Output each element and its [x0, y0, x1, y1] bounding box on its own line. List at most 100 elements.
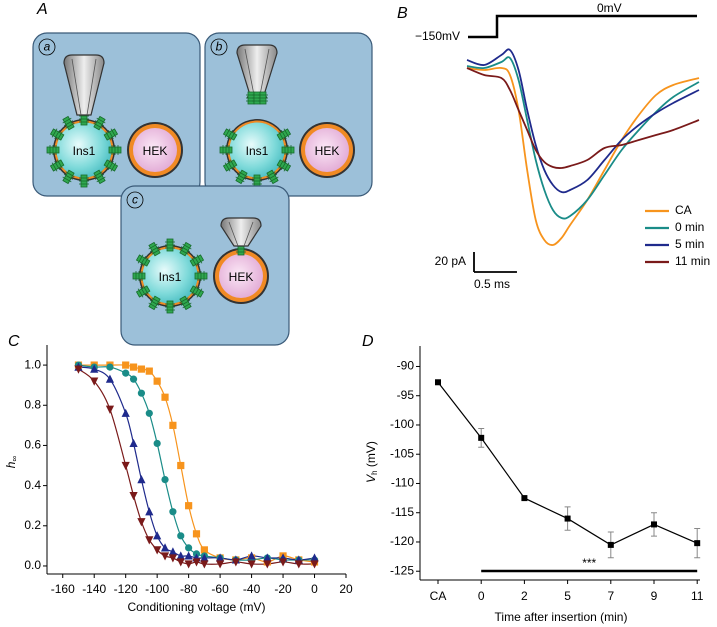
channel-stripe	[224, 162, 231, 172]
channel-stripe	[110, 128, 117, 138]
marker	[651, 521, 657, 528]
y-tick-label: 0.6	[24, 438, 41, 452]
protocol-line	[468, 14, 697, 39]
channel-stripe	[149, 300, 160, 306]
channel-stripe	[63, 120, 74, 126]
marker	[122, 369, 130, 377]
panel-label: C	[8, 333, 20, 350]
x-tick-label: 9	[651, 589, 658, 603]
channel-stripe	[140, 286, 146, 297]
channel-stripe	[149, 246, 160, 252]
channel-stripe	[194, 255, 200, 266]
panel-label: D	[362, 333, 374, 350]
y-tick-label: -105	[390, 446, 414, 460]
channel-stripe	[278, 131, 285, 141]
y-tick-label: -125	[390, 563, 414, 577]
channel-stripe	[137, 288, 144, 298]
ion-channel	[46, 145, 60, 155]
channel-stripe	[224, 128, 231, 138]
channel-stripe	[283, 162, 290, 172]
ion-channel	[189, 285, 205, 298]
channel-stripe	[56, 131, 63, 141]
y-tick-label: -120	[390, 534, 414, 548]
marker	[106, 363, 114, 371]
pipette-inner	[244, 48, 270, 96]
marker	[231, 558, 240, 567]
ins1-cell	[229, 122, 285, 178]
x-tick-label: -140	[82, 582, 106, 596]
channel-stripe	[148, 302, 158, 309]
ion-channel	[79, 174, 89, 188]
y-label-symbol: h	[4, 461, 18, 468]
ion-channel	[135, 254, 151, 267]
channel-stripe	[96, 117, 106, 124]
channel-stripe	[56, 159, 63, 169]
marker	[185, 502, 193, 510]
channel-stripe	[191, 257, 198, 267]
setup-box: c Ins1 HEK	[120, 185, 290, 346]
marker	[200, 560, 209, 569]
box	[204, 32, 373, 197]
marker	[168, 547, 177, 556]
channel-stripe	[93, 122, 103, 129]
marker	[478, 434, 485, 441]
ion-channel	[266, 169, 279, 185]
y-label-unit: (mV)	[364, 441, 378, 470]
marker	[105, 374, 115, 383]
ion-channel	[49, 128, 65, 141]
marker	[145, 367, 153, 375]
marker	[137, 389, 146, 397]
hek-cell	[219, 254, 263, 298]
x-tick-label: -160	[51, 582, 75, 596]
channel-stripe	[235, 176, 245, 183]
channel-stripe	[137, 254, 144, 264]
ion-channel	[103, 128, 119, 141]
marker	[177, 461, 185, 470]
channel-stripe	[105, 159, 112, 169]
ion-channel	[148, 295, 161, 311]
tag: a	[44, 40, 51, 54]
y-tick-label: -110	[391, 476, 414, 490]
y-label-subscript: ∞	[10, 456, 19, 462]
marker	[310, 560, 319, 569]
cell-label: HEK	[315, 144, 340, 158]
marker	[294, 560, 303, 569]
y-tick-label: -90	[397, 359, 415, 373]
y-tick-label: 1.0	[24, 357, 41, 371]
channel-stripe	[180, 246, 191, 252]
ion-channel	[132, 271, 146, 281]
marker	[263, 560, 272, 569]
channel-stripe	[142, 257, 149, 267]
marker	[216, 553, 225, 562]
channel-stripe	[108, 129, 114, 140]
marker	[200, 553, 209, 562]
channel-stripe	[238, 171, 248, 178]
x-tick-label: 7	[607, 589, 614, 603]
channel-stripe	[142, 285, 149, 295]
ion-channel	[222, 159, 238, 172]
pipette-inner	[228, 221, 254, 247]
cell-label: Ins1	[73, 144, 96, 158]
diagram: a Ins1 HEK b Ins1 HEK c Ins1 HEK	[32, 32, 373, 346]
trace	[466, 56, 700, 220]
marker	[607, 541, 614, 548]
protocol-step: 0mV	[597, 1, 622, 15]
x-tick-label: -60	[211, 582, 229, 596]
y-tick-label: -115	[391, 505, 414, 519]
panel-d: D -90 -95 -100 -105 -110 -115 -120 -125 CA 0 2 5 7 9 11…	[362, 333, 704, 624]
legend-label: 0 min	[675, 220, 704, 234]
pipette	[220, 217, 262, 247]
ion-channel	[222, 128, 238, 141]
channel-stripe	[229, 131, 236, 141]
marker	[176, 558, 185, 567]
ion-channel	[148, 241, 161, 257]
setup-box: a Ins1 HEK	[32, 32, 201, 197]
channel-stripe	[148, 243, 158, 250]
x-tick-label: -100	[145, 582, 169, 596]
pipette-inner	[71, 58, 97, 116]
trace	[466, 48, 700, 194]
channel-stripe	[63, 174, 74, 180]
channel-stripe	[105, 131, 112, 141]
ion-channel	[189, 254, 205, 267]
tag-circle	[210, 38, 228, 56]
